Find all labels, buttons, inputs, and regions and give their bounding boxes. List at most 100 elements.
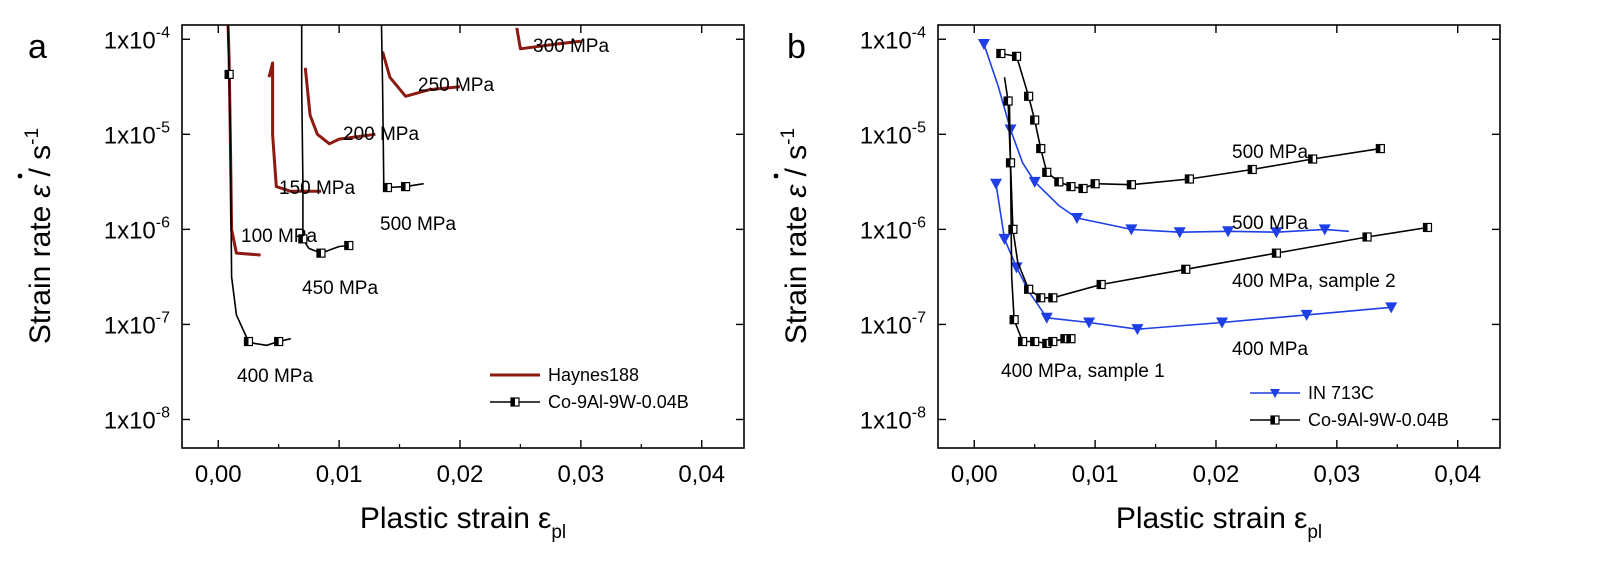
legend-marker-co-alloy <box>1270 415 1280 425</box>
series-line <box>1008 96 1071 345</box>
data-point <box>1375 143 1385 154</box>
data-point <box>1300 309 1313 321</box>
data-point <box>1030 336 1040 347</box>
data-point <box>1070 212 1083 224</box>
data-point <box>1173 227 1186 239</box>
y-tick-label: 1x10-7 <box>860 309 926 339</box>
y-axis-symbol: ε <box>24 184 57 198</box>
panel-a-y-axis-title: Strain rate ε / s-1 <box>22 128 57 344</box>
panel-b-tick-labels: 0,00 0,01 0,02 0,03 0,04 1x10-8 1x10-7 1x10-6 1x… <box>860 24 1481 488</box>
y-axis-unit-exp: -1 <box>22 128 43 145</box>
data-point <box>382 182 393 193</box>
x-tick-label: 0,02 <box>1193 461 1240 488</box>
data-point <box>1054 177 1064 187</box>
data-point <box>274 336 284 347</box>
y-tick-label: 1x10-6 <box>104 214 170 244</box>
data-point <box>1078 183 1088 194</box>
annotation-150mpa: 150 MPa <box>279 178 355 199</box>
series-line <box>380 25 424 189</box>
series-line <box>227 25 291 347</box>
data-point <box>1040 312 1053 324</box>
x-axis-label: Plastic strain <box>1116 502 1286 535</box>
annotation-300mpa: 300 MPa <box>533 36 609 57</box>
data-point <box>990 178 1003 190</box>
y-tick-label: 1x10-4 <box>104 24 170 54</box>
panel-b-epsilon-dot <box>773 173 779 179</box>
data-point <box>1083 317 1096 329</box>
legend-marker-in713c <box>1270 389 1280 398</box>
data-point <box>344 240 354 251</box>
x-tick-label: 0,03 <box>1313 461 1360 488</box>
data-point <box>998 233 1011 245</box>
panel-b-plot-area <box>977 39 1433 349</box>
annotation-400mpa: 400 MPa <box>237 366 313 387</box>
annotation-250mpa: 250 MPa <box>418 75 494 96</box>
data-point <box>224 69 234 80</box>
panel-a-legend: Haynes188 Co-9Al-9W-0.04B <box>490 365 689 412</box>
data-point <box>1036 143 1046 154</box>
x-tick-label: 0,04 <box>1434 461 1481 488</box>
y-axis-unit: / s <box>780 145 813 177</box>
series-line <box>267 61 321 193</box>
x-axis-sub: pl <box>1307 522 1322 543</box>
annotation-100mpa: 100 MPa <box>241 226 317 247</box>
annotation-400mpa-in: 400 MPa <box>1232 339 1308 360</box>
data-point <box>298 234 308 244</box>
y-tick-label: 1x10-6 <box>860 214 926 244</box>
data-point <box>1270 227 1283 239</box>
data-point <box>1066 334 1076 344</box>
y-tick-label: 1x10-5 <box>860 119 926 149</box>
data-point <box>1024 91 1034 101</box>
data-point <box>1125 224 1138 236</box>
data-point <box>1005 158 1016 168</box>
x-tick-label: 0,03 <box>557 461 604 488</box>
panel-a-tick-labels: 0,00 0,01 0,02 0,03 0,04 1x10-8 1x10-7 1x10-6 1x… <box>104 24 725 488</box>
x-axis-symbol: ε <box>1294 502 1307 535</box>
data-point <box>1308 154 1318 164</box>
y-tick-label: 1x10-7 <box>104 309 170 339</box>
legend-label-co-alloy: Co-9Al-9W-0.04B <box>548 392 689 412</box>
data-point <box>1003 96 1013 106</box>
y-tick-label: 1x10-8 <box>104 404 170 434</box>
annotation-500mpa-co: 500 MPa <box>1232 142 1308 163</box>
data-point <box>1028 176 1041 188</box>
annotation-500mpa-in: 500 MPa <box>1232 213 1308 234</box>
data-point <box>1008 224 1018 234</box>
panel-a-epsilon-dot <box>17 173 23 179</box>
x-tick-label: 0,00 <box>951 461 998 488</box>
data-point <box>1036 293 1046 303</box>
x-axis-label: Plastic strain <box>360 502 530 535</box>
data-point <box>1066 181 1076 192</box>
data-point <box>1090 179 1100 189</box>
annotation-400mpa-sample2: 400 MPa, sample 2 <box>1232 271 1396 292</box>
y-axis-label: Strain rate <box>24 206 57 344</box>
data-point <box>243 336 254 347</box>
annotation-200mpa: 200 MPa <box>343 124 419 145</box>
data-point <box>1042 167 1052 177</box>
series-line <box>300 25 349 254</box>
data-point <box>996 48 1006 59</box>
data-point <box>1009 315 1019 325</box>
x-tick-label: 0,01 <box>316 461 363 488</box>
x-tick-label: 0,01 <box>1072 461 1119 488</box>
data-point <box>1271 248 1282 258</box>
data-point <box>1385 302 1398 314</box>
annotation-450mpa: 450 MPa <box>302 278 378 299</box>
x-tick-label: 0,04 <box>678 461 725 488</box>
panel-b-y-axis-title: Strain rate ε / s-1 <box>778 128 813 344</box>
panel-b: b 0,00 0,01 0,02 0,03 0,04 1x10-8 1x10-7 1x10-6… <box>773 24 1501 543</box>
series-line <box>226 25 261 257</box>
annotation-400mpa-sample1: 400 MPa, sample 1 <box>1001 361 1165 382</box>
y-tick-label: 1x10-8 <box>860 404 926 434</box>
panel-a-letter: a <box>28 28 47 66</box>
data-point <box>1318 224 1331 236</box>
x-tick-label: 0,00 <box>195 461 242 488</box>
series-line <box>1000 52 1381 190</box>
data-point <box>1048 293 1058 303</box>
panel-a-x-axis-title: Plastic strain εpl <box>360 502 566 543</box>
data-point <box>1126 180 1136 190</box>
data-point <box>1216 317 1229 329</box>
data-point <box>1184 174 1194 184</box>
series-line <box>515 27 581 51</box>
